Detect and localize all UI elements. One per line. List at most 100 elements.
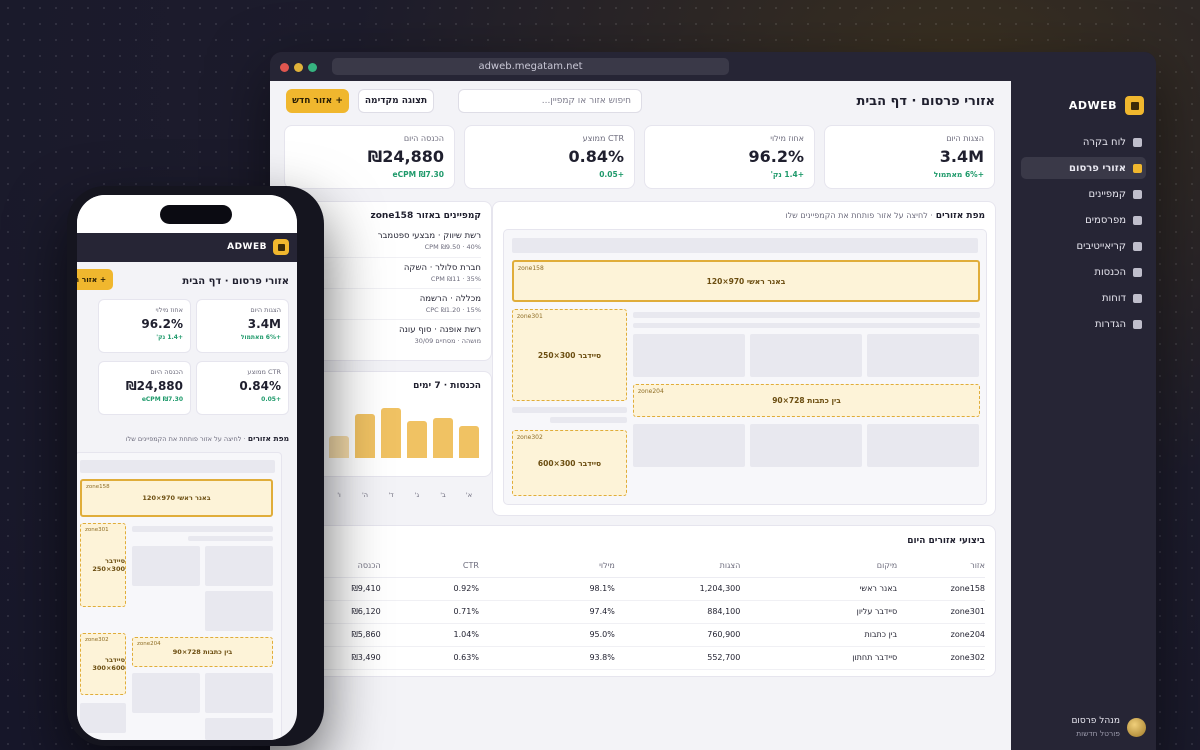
sidebar-item-settings[interactable]: הגדרות [1021, 313, 1146, 335]
page-header: אזורי פרסום · דף הבית חיפוש אזור או קמפי… [286, 89, 995, 113]
placeholder-line [188, 536, 273, 541]
logo-icon [1125, 96, 1144, 115]
placeholder-block [750, 334, 862, 377]
revenue-bar-label: ד' [388, 491, 394, 499]
placeholder-block [633, 334, 745, 377]
column-header[interactable]: הצגות [614, 554, 741, 578]
minimize-window-button[interactable] [294, 63, 303, 72]
nav-icon [1133, 319, 1142, 329]
preview-button[interactable]: תצוגה מקדימה [358, 89, 434, 113]
kpi-impressions: הצגות היום 3.4M +6% מאתמול [824, 125, 995, 189]
table-header-row: אזור מיקום הצגות מילוי CTR הכנסה [297, 554, 985, 578]
new-zone-button[interactable]: + אזור חדש [286, 89, 349, 113]
page-title: אזורי פרסום · דף הבית [856, 94, 995, 109]
zone-map-canvas: zone158 באנר ראשי 970×120 zone301 סיידבר… [503, 229, 987, 505]
new-zone-button[interactable]: + אזור חדש [77, 269, 113, 290]
column-header[interactable]: אזור [897, 554, 985, 578]
placeholder-line [512, 407, 627, 413]
nav-icon [1133, 215, 1142, 225]
placeholder-header [512, 238, 978, 253]
sidebar-item-creatives[interactable]: קריאייטיבים [1021, 235, 1146, 257]
sidebar-item-campaigns[interactable]: קמפיינים [1021, 183, 1146, 205]
logo-icon [273, 239, 289, 255]
sidebar-item-advertisers[interactable]: מפרסמים [1021, 209, 1146, 231]
search-input[interactable]: חיפוש אזור או קמפיין... [458, 89, 642, 113]
zone-performance-panel: ביצועי אזורים היום אזור מיקום הצגות מילו… [285, 525, 996, 677]
revenue-bar-label: ה' [361, 491, 369, 499]
phone-screen: ADWEB אזורי פרסום · דף הבית + אזור חדש ה… [77, 195, 297, 740]
column-header[interactable]: מילוי [478, 554, 615, 578]
placeholder-block [80, 703, 126, 733]
placeholder-line [633, 323, 980, 328]
brand-logo[interactable]: ADWEB [227, 239, 289, 255]
table-row[interactable]: zone302 סיידבר תחתון 552,700 93.8% 0.63% ₪3… [297, 646, 985, 670]
phone-topbar: ADWEB [77, 233, 297, 262]
column-header[interactable]: CTR [380, 554, 479, 578]
revenue-bar-label: ג' [414, 491, 420, 499]
zone-card-zone301[interactable]: zone301 סיידבר 300×250 [512, 309, 627, 401]
placeholder-line [633, 312, 980, 318]
zone-card-zone302[interactable]: zone302 סיידבר 600×300 [80, 633, 126, 695]
kpi-revenue: הכנסה היום ₪24,880 eCPM ₪7.30 [284, 125, 455, 189]
nav-icon [1133, 137, 1142, 147]
placeholder-line [132, 526, 273, 532]
revenue-bar[interactable] [355, 414, 375, 458]
sidebar: ADWEB לוח בקרה אזורי פרסום קמפיינים מפרס… [1011, 81, 1156, 750]
placeholder-block [633, 424, 745, 467]
revenue-bar[interactable] [407, 421, 427, 458]
revenue-bar[interactable] [329, 436, 349, 458]
placeholder-block [132, 546, 200, 586]
table-row[interactable]: zone204 בין כתבות 760,900 95.0% 1.04% ₪5,86… [297, 623, 985, 647]
zone-card-zone301[interactable]: zone301 סיידבר 300×250 [80, 523, 126, 607]
sidebar-nav: לוח בקרה אזורי פרסום קמפיינים מפרסמים קר… [1021, 131, 1146, 339]
kpi-ctr: CTR ממוצע 0.84% +0.05 [196, 361, 289, 415]
zone-performance-table: אזור מיקום הצגות מילוי CTR הכנסה zone158… [297, 554, 985, 670]
address-bar[interactable]: adweb.megatam.net [332, 58, 729, 75]
title-bar: adweb.megatam.net [270, 52, 1156, 81]
zone-card-zone204[interactable]: zone204 בין כתבות 728×90 [132, 637, 273, 667]
revenue-bar-label: ב' [440, 491, 446, 499]
kpi-revenue: הכנסה היום ₪24,880 eCPM ₪7.30 [98, 361, 191, 415]
zone-map-title: מפת אזורים · לחיצה על אזור פותחת את הקמפ… [785, 211, 985, 221]
revenue-bar-label: א' [465, 491, 473, 499]
revenue-bar-label: ו' [337, 491, 341, 499]
nav-icon [1133, 293, 1142, 303]
revenue-bar[interactable] [433, 418, 453, 458]
close-window-button[interactable] [280, 63, 289, 72]
zone-card-zone158[interactable]: zone158 באנר ראשי 970×120 [80, 479, 273, 517]
kpi-fill-rate: אחוז מילוי 96.2% +1.4 נק' [98, 299, 191, 353]
main-content: אזורי פרסום · דף הבית חיפוש אזור או קמפי… [270, 81, 1011, 750]
kpi-impressions: הצגות היום 3.4M +6% מאתמול [196, 299, 289, 353]
placeholder-block [205, 718, 273, 740]
dynamic-island [160, 205, 232, 224]
zone-map-canvas: zone158 באנר ראשי 970×120 zone301 סיידבר… [77, 452, 282, 740]
nav-icon [1133, 163, 1142, 173]
placeholder-block [205, 673, 273, 713]
revenue-bar[interactable] [459, 426, 479, 458]
brand-logo[interactable]: ADWEB [1069, 96, 1144, 115]
revenue-chart-title: הכנסות · 7 ימים [413, 381, 481, 391]
zone-card-zone302[interactable]: zone302 סיידבר 300×600 [512, 430, 627, 496]
placeholder-block [205, 591, 273, 631]
user-profile[interactable]: מנהל פרסום פורטל חדשות [1071, 716, 1146, 738]
phone-frame: ADWEB אזורי פרסום · דף הבית + אזור חדש ה… [67, 186, 324, 746]
sidebar-item-revenue[interactable]: הכנסות [1021, 261, 1146, 283]
revenue-bar[interactable] [381, 408, 401, 458]
sidebar-item-ad-zones[interactable]: אזורי פרסום [1021, 157, 1146, 179]
placeholder-header [80, 460, 275, 473]
zone-map-panel: מפת אזורים · לחיצה על אזור פותחת את הקמפ… [492, 201, 996, 516]
zone-card-zone158[interactable]: zone158 באנר ראשי 970×120 [512, 260, 980, 302]
sidebar-item-reports[interactable]: דוחות [1021, 287, 1146, 309]
zone-card-zone204[interactable]: zone204 בין כתבות 728×90 [633, 384, 980, 417]
table-row[interactable]: zone301 סיידבר עליון 884,100 97.4% 0.71% ₪6… [297, 600, 985, 624]
campaigns-title: קמפיינים באזור zone158 [370, 211, 481, 221]
placeholder-block [205, 546, 273, 586]
placeholder-line [550, 417, 627, 423]
table-row[interactable]: zone158 באנר ראשי 1,204,300 98.1% 0.92% ₪9,… [297, 577, 985, 601]
column-header[interactable]: מיקום [740, 554, 898, 578]
placeholder-block [867, 424, 979, 467]
table-title: ביצועי אזורים היום [907, 536, 985, 546]
maximize-window-button[interactable] [308, 63, 317, 72]
sidebar-item-dashboard[interactable]: לוח בקרה [1021, 131, 1146, 153]
avatar [1127, 717, 1146, 737]
